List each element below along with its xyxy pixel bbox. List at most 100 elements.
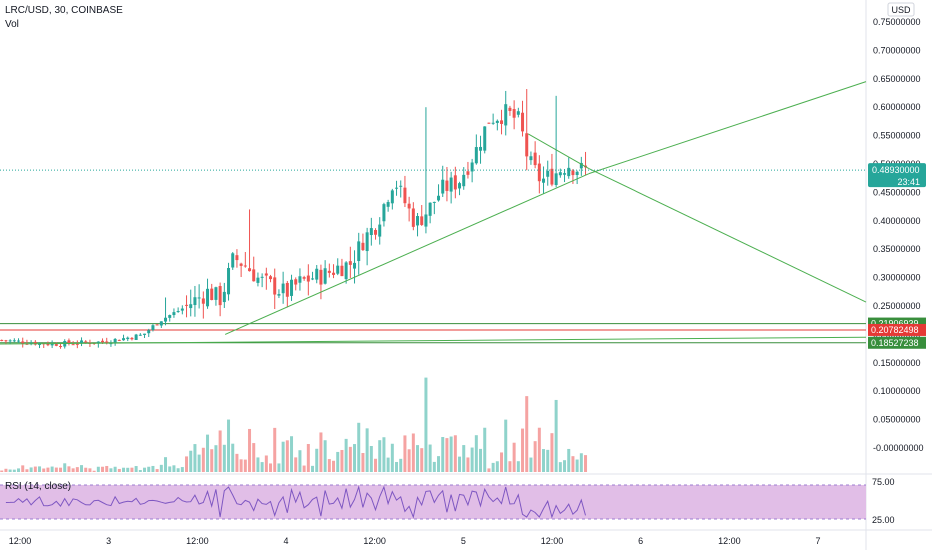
candle-body (500, 120, 504, 124)
candle-body (197, 297, 201, 299)
candle-body (235, 255, 239, 261)
candle-body (277, 294, 281, 296)
horizontal-level-label: 0.21906939 (871, 319, 919, 329)
candle-body (462, 174, 466, 187)
volume-bar (579, 453, 583, 472)
candle-body (386, 202, 390, 207)
price-tick-label: 0.70000000 (873, 45, 921, 55)
volume-bar (361, 453, 365, 472)
volume-bar (109, 468, 113, 472)
volume-bar (122, 467, 126, 472)
volume-bar (462, 445, 466, 472)
volume-bar (42, 468, 46, 472)
price-axis: 0.75000000 0.70000000 0.65000000 0.60000000… (873, 17, 924, 453)
candle-body (168, 315, 172, 318)
volume-bar (365, 428, 369, 472)
candle-body (458, 183, 462, 189)
candle-body (75, 343, 79, 345)
rsi-upper-tick: 75.00 (872, 477, 895, 487)
volume-bar (298, 450, 302, 472)
candle-body (105, 341, 109, 344)
volume-bar (567, 448, 571, 472)
volume-bar (8, 469, 12, 472)
candle-body (432, 201, 436, 203)
volume-bar (33, 466, 37, 472)
volume-bar (491, 462, 495, 472)
candle-body (214, 287, 218, 300)
candle-body (59, 346, 63, 348)
candle-body (558, 172, 562, 176)
candle-body (8, 340, 12, 342)
rsi-band (0, 485, 866, 519)
candle-body (516, 111, 520, 115)
candle-body (252, 269, 256, 282)
candle-body (512, 109, 516, 118)
candle-body (155, 324, 159, 326)
volume-bar (243, 459, 247, 472)
price-tick-label: 0.45000000 (873, 187, 921, 197)
candle-body (441, 179, 445, 194)
candle-body (327, 270, 331, 273)
volume-bar (54, 467, 58, 472)
currency-button[interactable]: USD (887, 2, 915, 17)
candle-body (470, 162, 474, 172)
volume-bar (340, 449, 344, 472)
candle-body (101, 340, 105, 343)
volume-bar (92, 470, 96, 472)
volume-bar (231, 443, 235, 472)
candle-body (575, 171, 579, 176)
volume-bar (353, 444, 357, 472)
candle-body (0, 339, 4, 341)
volume-bar (214, 445, 218, 472)
candle-body (172, 312, 176, 316)
currency-button-label[interactable]: USD (891, 5, 911, 15)
volume-bar (416, 445, 420, 472)
volume-bar (273, 427, 277, 472)
candle-body (554, 173, 558, 186)
price-tick-label: 0.65000000 (873, 74, 921, 84)
time-tick-label: 7 (815, 536, 820, 546)
volume-bar (201, 447, 205, 472)
candle-body (134, 334, 138, 341)
horizontal-level-label: 0.18527238 (871, 338, 919, 348)
candle-body (180, 308, 184, 311)
candle-body (50, 343, 54, 346)
volume-bar (390, 443, 394, 472)
rsi-label: RSI (14, close) (5, 481, 71, 492)
volume-bar (105, 465, 109, 472)
volume-bar (403, 435, 407, 472)
volume-bar (294, 457, 298, 472)
volume-bar (437, 456, 441, 472)
candle-body (273, 277, 277, 295)
price-tick-label: 0.15000000 (873, 358, 921, 368)
volume-bar (46, 467, 50, 472)
volume-bar (411, 433, 415, 472)
volume-bar (138, 470, 142, 472)
horizontal-level-tag (868, 323, 926, 336)
time-tick-label: 5 (461, 536, 466, 546)
volume-bar (185, 456, 189, 472)
volume-bar (445, 438, 449, 472)
candle-body (96, 341, 100, 344)
currency-button-frame[interactable] (887, 2, 915, 17)
candle-body (113, 338, 117, 343)
candle-body (319, 269, 323, 285)
candle-body (533, 152, 537, 166)
candle-body (542, 178, 546, 183)
volume-bar (533, 441, 537, 472)
volume-bar (0, 470, 4, 472)
candle-body (479, 146, 483, 151)
time-tick-label: 12:00 (186, 536, 209, 546)
volume-bar (290, 436, 294, 472)
candle-body (365, 232, 369, 252)
volume-bar (126, 467, 130, 472)
candle-body (264, 273, 268, 276)
candle-body (12, 340, 16, 342)
volume-bar (155, 469, 159, 472)
candle-body (382, 204, 386, 222)
volume-bar (378, 440, 382, 472)
trendline (224, 173, 590, 335)
candle-body (46, 343, 50, 346)
candle-body (164, 317, 168, 322)
